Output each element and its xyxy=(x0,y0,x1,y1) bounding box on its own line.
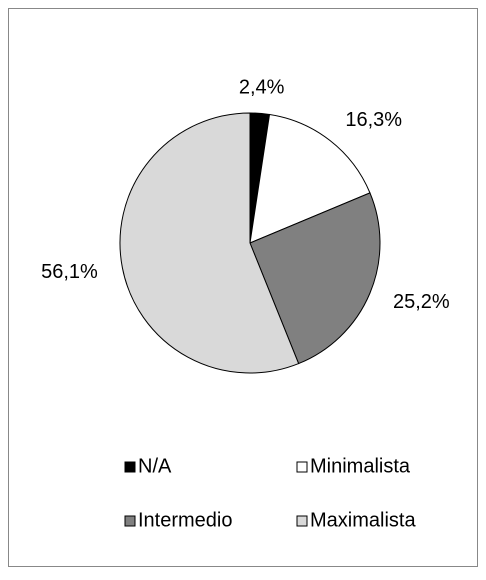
pie-slice xyxy=(249,113,371,244)
legend-label: N/A xyxy=(138,455,172,477)
pie-slice xyxy=(119,112,300,374)
data-label: 2,4% xyxy=(239,77,285,99)
legend-label: Minimalista xyxy=(310,455,411,477)
data-label: 25,2% xyxy=(393,291,450,313)
data-label: 16,3% xyxy=(345,109,402,131)
legend-label: Intermedio xyxy=(138,509,233,531)
data-label: 56,1% xyxy=(41,261,98,283)
legend-swatch xyxy=(296,461,308,473)
legend-label: Maximalista xyxy=(310,509,416,531)
legend-swatch xyxy=(124,461,136,473)
legend-swatch xyxy=(124,515,136,527)
pie-slice xyxy=(249,192,381,365)
legend-swatch xyxy=(296,515,308,527)
